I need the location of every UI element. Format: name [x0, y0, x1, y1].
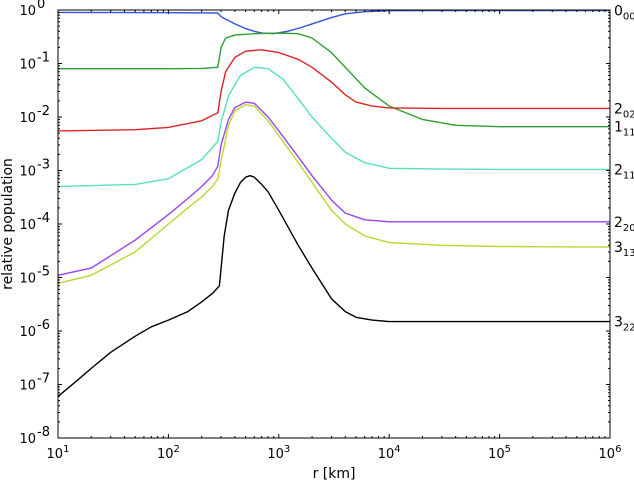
series-label-2_20: 220 [614, 215, 634, 234]
y-tick-label: 10 [19, 432, 36, 447]
series-label-3_22: 322 [614, 315, 634, 334]
x-tick-base: 10 [267, 447, 284, 462]
series-label-sub: 11 [623, 128, 634, 139]
series-label-3_13: 313 [614, 240, 634, 259]
y-tick-exponent: -3 [37, 158, 50, 173]
series-label-main: 0 [614, 3, 623, 19]
y-tick-exponent: -4 [37, 211, 50, 226]
series-label-main: 2 [614, 162, 623, 178]
x-tick-label: 102 [157, 444, 180, 462]
series-label-sub: 13 [623, 248, 634, 259]
x-tick-label: 101 [47, 444, 70, 462]
y-tick-label: 10 [19, 58, 36, 73]
y-tick-exponent: -7 [37, 372, 50, 387]
y-tick-exponent: -1 [37, 51, 50, 66]
y-tick-base: 10 [19, 325, 36, 340]
y-tick-base: 10 [19, 111, 36, 126]
series-line-3_22 [57, 175, 610, 397]
x-tick-exponent: 6 [615, 444, 621, 455]
series-label-sub: 00 [623, 11, 634, 22]
x-tick-exponent: 2 [173, 444, 179, 455]
x-tick-label: 106 [599, 444, 622, 462]
series-label-2_11: 211 [614, 162, 634, 181]
y-tick-exponent: -6 [37, 318, 50, 333]
y-tick-exponent: -2 [37, 104, 50, 119]
series-label-sub: 11 [623, 170, 634, 181]
series-label-0_00: 000 [614, 3, 634, 22]
y-tick-base: 10 [19, 379, 36, 394]
series-label-sub: 20 [623, 223, 634, 234]
series-line-1_11 [58, 32, 610, 128]
series-label-1_11: 111 [614, 120, 634, 139]
x-tick-label: 103 [267, 444, 290, 462]
series-layer [57, 9, 611, 397]
x-axis-label: r [km] [313, 466, 356, 482]
x-tick-base: 10 [599, 447, 616, 462]
y-tick-base: 10 [19, 272, 36, 287]
y-tick-label: 10 [19, 379, 36, 394]
series-label-main: 1 [614, 120, 623, 136]
series-label-sub: 22 [623, 323, 634, 334]
y-tick-base: 10 [19, 165, 36, 180]
x-tick-base: 10 [47, 447, 64, 462]
x-tick-base: 10 [488, 447, 505, 462]
y-tick-base: 10 [19, 432, 36, 447]
y-tick-base: 10 [19, 58, 36, 73]
series-line-2_02 [57, 49, 610, 132]
y-tick-label: 10 [19, 165, 36, 180]
series-label-main: 2 [614, 215, 623, 231]
series-label-main: 3 [614, 240, 623, 256]
series-label-2_02: 202 [614, 101, 634, 120]
x-tick-label: 105 [488, 444, 511, 462]
y-tick-exponent: -5 [37, 265, 50, 280]
y-tick-base: 10 [19, 218, 36, 233]
y-tick-label: 10 [19, 4, 36, 19]
y-tick-base: 10 [19, 4, 36, 19]
x-tick-exponent: 5 [505, 444, 511, 455]
plot-frame [57, 9, 611, 439]
x-tick-base: 10 [157, 447, 174, 462]
y-tick-label: 10 [19, 272, 36, 287]
series-label-main: 2 [614, 101, 623, 117]
series-line-3_13 [57, 104, 611, 284]
series-label-main: 3 [614, 315, 623, 331]
series-label-sub: 02 [623, 109, 634, 120]
y-axis-label: relative population [0, 158, 16, 290]
x-tick-exponent: 1 [63, 444, 69, 455]
y-tick-exponent: 0 [37, 0, 45, 12]
y-tick-label: 10 [19, 325, 36, 340]
series-line-0_00 [57, 9, 610, 35]
x-tick-exponent: 3 [284, 444, 290, 455]
x-tick-base: 10 [378, 447, 395, 462]
x-tick-label: 104 [378, 444, 401, 462]
y-tick-exponent: -8 [37, 425, 50, 440]
series-line-2_11 [57, 66, 610, 188]
y-tick-label: 10 [19, 111, 36, 126]
y-tick-label: 10 [19, 218, 36, 233]
series-line-2_20 [57, 101, 610, 276]
x-tick-exponent: 4 [394, 444, 400, 455]
